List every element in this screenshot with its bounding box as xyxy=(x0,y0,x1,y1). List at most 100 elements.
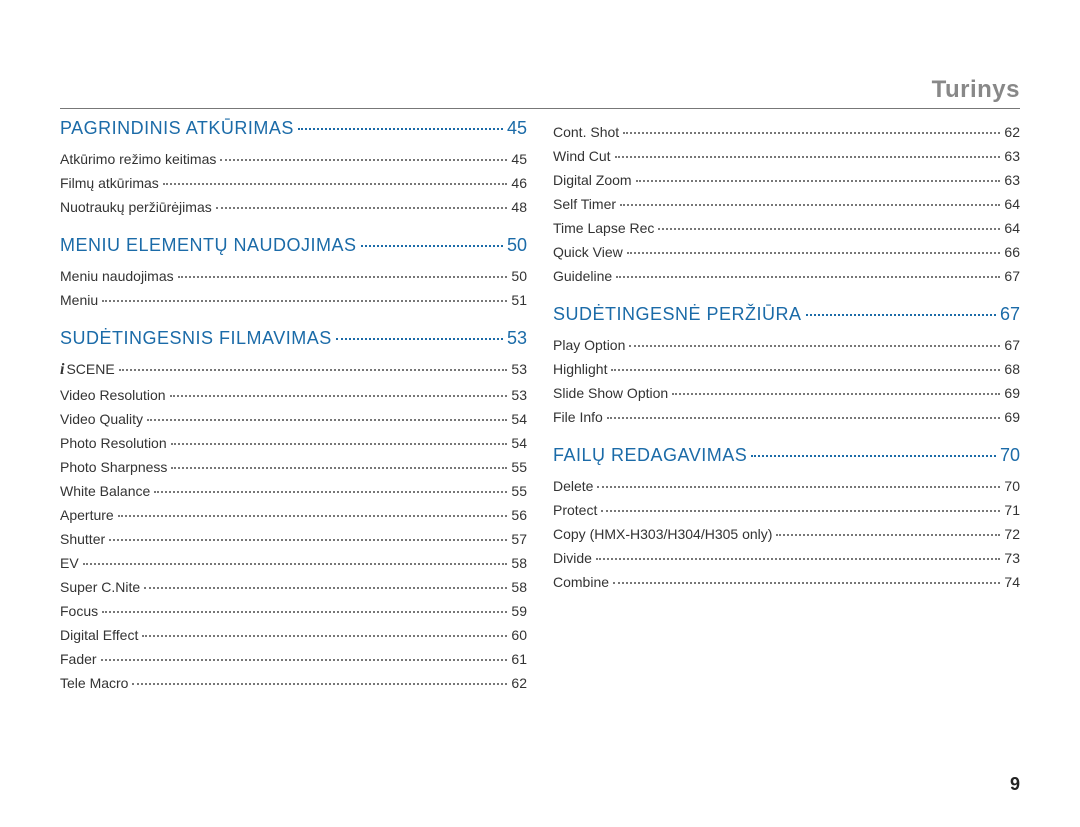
toc-item-page: 73 xyxy=(1004,550,1020,566)
toc-item[interactable]: Divide73 xyxy=(553,550,1020,566)
toc-item[interactable]: Video Resolution53 xyxy=(60,387,527,403)
toc-item[interactable]: Wind Cut63 xyxy=(553,148,1020,164)
leader-dots xyxy=(171,467,507,469)
leader-dots xyxy=(142,635,507,637)
toc-item[interactable]: Nuotraukų peržiūrėjimas 48 xyxy=(60,199,527,215)
toc-item-page: 66 xyxy=(1004,244,1020,260)
leader-dots xyxy=(154,491,507,493)
header-rule xyxy=(60,108,1020,109)
toc-section-page: 70 xyxy=(1000,445,1020,466)
toc-item[interactable]: Super C.Nite58 xyxy=(60,579,527,595)
toc-item[interactable]: Slide Show Option69 xyxy=(553,385,1020,401)
toc-item-label: Photo Sharpness xyxy=(60,459,167,475)
toc-section-page: 45 xyxy=(507,118,527,139)
toc-item-label: Nuotraukų peržiūrėjimas xyxy=(60,199,212,215)
toc-section-page: 53 xyxy=(507,328,527,349)
toc-item[interactable]: Cont. Shot62 xyxy=(553,124,1020,140)
toc-item[interactable]: Shutter57 xyxy=(60,531,527,547)
toc-item[interactable]: Meniu51 xyxy=(60,292,527,308)
toc-section-title: FAILŲ REDAGAVIMAS xyxy=(553,445,747,466)
leader-dots xyxy=(615,156,1001,158)
leader-dots xyxy=(298,128,503,130)
toc-item-label: Self Timer xyxy=(553,196,616,212)
leader-dots xyxy=(620,204,1000,206)
footer-page-number: 9 xyxy=(1010,774,1020,795)
leader-dots xyxy=(83,563,508,565)
leader-dots xyxy=(623,132,1000,134)
toc-item[interactable]: Copy (HMX-H303/H304/H305 only)72 xyxy=(553,526,1020,542)
leader-dots xyxy=(607,417,1001,419)
toc-item-label: Play Option xyxy=(553,337,625,353)
toc-item[interactable]: Combine74 xyxy=(553,574,1020,590)
toc-section[interactable]: PAGRINDINIS ATKŪRIMAS45 xyxy=(60,118,527,139)
toc-item[interactable]: Guideline67 xyxy=(553,268,1020,284)
leader-dots xyxy=(144,587,507,589)
toc-item-page: 70 xyxy=(1004,478,1020,494)
toc-item-page: 63 xyxy=(1004,148,1020,164)
toc-section[interactable]: SUDĖTINGESNIS FILMAVIMAS 53 xyxy=(60,328,527,349)
toc-item[interactable]: EV58 xyxy=(60,555,527,571)
leader-dots xyxy=(132,683,507,685)
leader-dots xyxy=(170,395,508,397)
toc-item-page: 54 xyxy=(511,411,527,427)
toc-item-page: 71 xyxy=(1004,502,1020,518)
toc-item[interactable]: Highlight68 xyxy=(553,361,1020,377)
toc-item[interactable]: Atkūrimo režimo keitimas45 xyxy=(60,151,527,167)
toc-item-page: 50 xyxy=(511,268,527,284)
toc-item-label: White Balance xyxy=(60,483,150,499)
toc-item-label: iSCENE xyxy=(60,361,115,379)
toc-item[interactable]: Quick View 66 xyxy=(553,244,1020,260)
toc-item-page: 67 xyxy=(1004,268,1020,284)
toc-item-label: Protect xyxy=(553,502,597,518)
toc-item-page: 62 xyxy=(1004,124,1020,140)
toc-item[interactable]: Tele Macro62 xyxy=(60,675,527,691)
toc-item-page: 59 xyxy=(511,603,527,619)
toc-item[interactable]: Digital Zoom63 xyxy=(553,172,1020,188)
toc-item[interactable]: Filmų atkūrimas46 xyxy=(60,175,527,191)
toc-item[interactable]: Photo Sharpness 55 xyxy=(60,459,527,475)
leader-dots xyxy=(672,393,1000,395)
toc-item-page: 55 xyxy=(511,459,527,475)
toc-item[interactable]: Aperture56 xyxy=(60,507,527,523)
toc-item[interactable]: Video Quality54 xyxy=(60,411,527,427)
toc-section-title: MENIU ELEMENTŲ NAUDOJIMAS xyxy=(60,235,357,256)
toc-item-page: 48 xyxy=(511,199,527,215)
toc-item[interactable]: Delete70 xyxy=(553,478,1020,494)
toc-section-title: SUDĖTINGESNIS FILMAVIMAS xyxy=(60,328,332,349)
leader-dots xyxy=(220,159,507,161)
toc-item-label: Fader xyxy=(60,651,97,667)
toc-section[interactable]: MENIU ELEMENTŲ NAUDOJIMAS50 xyxy=(60,235,527,256)
toc-item-page: 61 xyxy=(511,651,527,667)
toc-item-page: 46 xyxy=(511,175,527,191)
leader-dots xyxy=(336,338,503,340)
toc-item[interactable]: File Info69 xyxy=(553,409,1020,425)
toc-item-page: 53 xyxy=(511,361,527,377)
leader-dots xyxy=(101,659,508,661)
toc-item-page: 67 xyxy=(1004,337,1020,353)
toc-item-page: 55 xyxy=(511,483,527,499)
toc-section[interactable]: SUDĖTINGESNĖ PERŽIŪRA67 xyxy=(553,304,1020,325)
toc-item[interactable]: Focus59 xyxy=(60,603,527,619)
toc-item[interactable]: White Balance 55 xyxy=(60,483,527,499)
toc-item-label: Aperture xyxy=(60,507,114,523)
leader-dots xyxy=(751,455,996,457)
leader-dots xyxy=(171,443,508,445)
toc-item[interactable]: Self Timer64 xyxy=(553,196,1020,212)
toc-section[interactable]: FAILŲ REDAGAVIMAS 70 xyxy=(553,445,1020,466)
leader-dots xyxy=(102,300,507,302)
page-title: Turinys xyxy=(932,76,1020,104)
toc-item[interactable]: Photo Resolution54 xyxy=(60,435,527,451)
toc-item[interactable]: Play Option 67 xyxy=(553,337,1020,353)
toc-column-right: Cont. Shot62 Wind Cut63 Digital Zoom63 Self… xyxy=(553,118,1020,797)
leader-dots xyxy=(147,419,507,421)
toc-item-page: 72 xyxy=(1004,526,1020,542)
toc-item[interactable]: Meniu naudojimas50 xyxy=(60,268,527,284)
toc-item[interactable]: Digital Effect60 xyxy=(60,627,527,643)
toc-item[interactable]: Fader 61 xyxy=(60,651,527,667)
toc-item-label: Quick View xyxy=(553,244,623,260)
toc-item[interactable]: Time Lapse Rec64 xyxy=(553,220,1020,236)
iscene-prefix-icon: i xyxy=(60,361,64,378)
toc-item[interactable]: iSCENE 53 xyxy=(60,361,527,379)
toc-item[interactable]: Protect 71 xyxy=(553,502,1020,518)
leader-dots xyxy=(627,252,1001,254)
